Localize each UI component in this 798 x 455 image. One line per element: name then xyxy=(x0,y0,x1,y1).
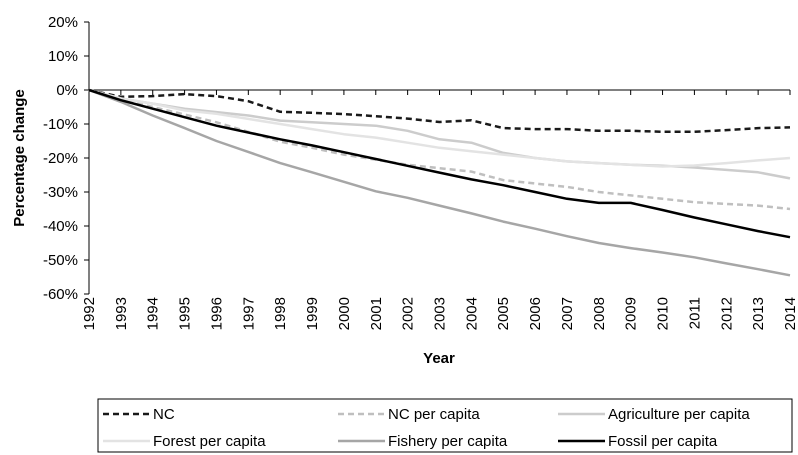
y-tick-label: 10% xyxy=(48,48,78,65)
legend-label: Forest per capita xyxy=(153,433,266,450)
x-tick-label: 2006 xyxy=(527,297,544,330)
series-line xyxy=(88,88,791,239)
x-tick-label: 1996 xyxy=(208,297,225,330)
x-tick-label: 2007 xyxy=(559,297,576,330)
x-axis-ticks: 1992 1993 1994 1995 1996 1997 1998 1999 2000 2001… xyxy=(81,90,798,330)
series-line xyxy=(88,88,791,211)
y-tick-label: -60% xyxy=(43,286,78,303)
axes xyxy=(88,22,790,294)
x-tick-label: 1997 xyxy=(240,297,257,330)
x-tick-label: 1993 xyxy=(113,297,130,330)
x-tick-label: 1992 xyxy=(81,297,98,330)
x-axis-title: Year xyxy=(423,350,455,367)
legend: NC NC per capita Agriculture per capita For… xyxy=(97,398,793,453)
series-line xyxy=(88,88,791,134)
series-layer xyxy=(88,88,791,277)
x-tick-label: 2011 xyxy=(686,297,703,329)
x-tick-label: 2014 xyxy=(782,297,798,330)
legend-label: Agriculture per capita xyxy=(608,406,750,423)
x-tick-label: 2013 xyxy=(750,297,767,330)
y-tick-label: -20% xyxy=(43,150,78,167)
y-tick-label: -40% xyxy=(43,218,78,235)
series-line xyxy=(88,88,791,277)
x-tick-label: 2003 xyxy=(432,297,449,330)
y-tick-label: -50% xyxy=(43,252,78,269)
legend-label: NC per capita xyxy=(388,406,480,423)
x-tick-label: 2005 xyxy=(495,297,512,330)
y-axis-ticks: 20% 10% 0% -10% -20% -30% -40% -50% -60% xyxy=(43,14,89,303)
x-tick-label: 2012 xyxy=(718,297,735,330)
y-tick-label: -10% xyxy=(43,116,78,133)
legend-label: Fishery per capita xyxy=(388,433,508,450)
x-tick-label: 1998 xyxy=(272,297,289,330)
x-tick-label: 2001 xyxy=(368,297,385,330)
legend-label: NC xyxy=(153,406,175,423)
x-tick-label: 1999 xyxy=(304,297,321,330)
y-tick-label: -30% xyxy=(43,184,78,201)
x-tick-label: 1994 xyxy=(145,297,162,330)
y-tick-label: 20% xyxy=(48,14,78,31)
x-tick-label: 2002 xyxy=(400,297,417,330)
x-tick-label: 2009 xyxy=(623,297,640,330)
series-line xyxy=(88,88,791,168)
legend-label: Fossil per capita xyxy=(608,433,718,450)
x-tick-label: 2008 xyxy=(591,297,608,330)
x-tick-label: 2000 xyxy=(336,297,353,330)
x-tick-label: 2010 xyxy=(655,297,672,330)
y-tick-label: 0% xyxy=(56,82,78,99)
x-tick-label: 1995 xyxy=(177,297,194,330)
y-axis-title: Percentage change xyxy=(11,89,28,227)
legend-box xyxy=(97,398,793,453)
x-tick-label: 2004 xyxy=(463,297,480,330)
